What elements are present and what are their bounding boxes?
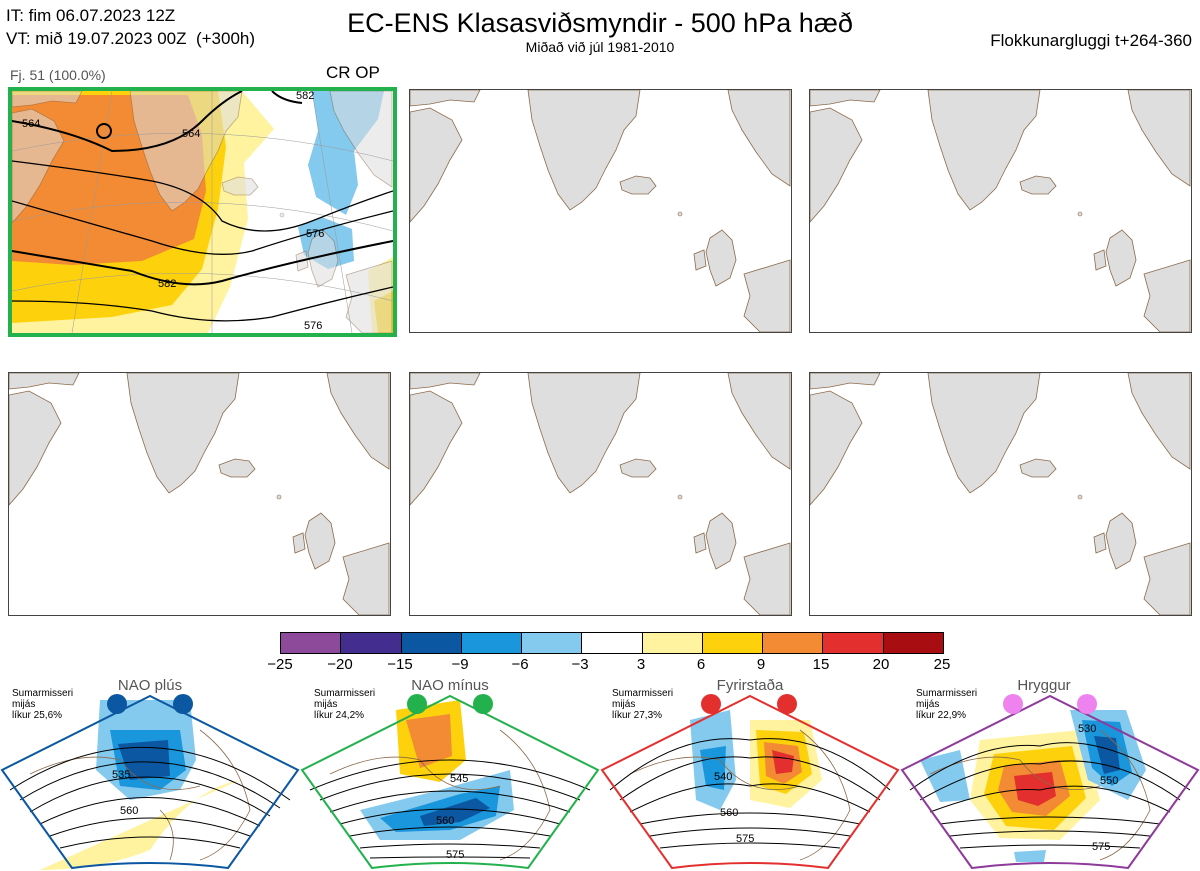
colorbar-tick: 9 [756,656,766,673]
contour-label: 575 [446,849,464,861]
initial-time: IT: fim 06.07.2023 12Z [6,6,176,25]
colorbar-tick: 15 [812,656,830,673]
contour-label: 575 [1092,841,1110,853]
cluster-panel-4[interactable] [8,372,391,616]
cluster-panel-6[interactable] [809,372,1192,616]
regime-map-ridge[interactable]: 530 550 575 [900,690,1200,871]
cluster-panel-3[interactable] [809,89,1192,333]
colorbar-tick: −6 [511,656,529,673]
contour-label: 564 [182,128,200,140]
contour-label: 540 [714,771,732,783]
regime-name-blocking: Fyrirstaða [716,677,784,694]
contour-label: 535 [112,769,130,781]
regime-note: Sumarmisseri mijás líkur 24,2% [314,688,376,721]
regime-name-nao-plus: NAO plús [117,677,183,694]
regime-name-ridge: Hryggur [1017,677,1071,694]
map [810,90,1191,332]
regime-note: Sumarmisseri mijás líkur 22,9% [916,688,978,721]
contour-label: 575 [736,833,754,845]
colorbar-bin [341,633,402,653]
colorbar-bin [883,633,943,653]
cluster-1-map: 564 564 576 582 576 582 [12,91,393,333]
colorbar-tick: 20 [872,656,890,673]
regime-map-nao-plus[interactable]: 535 560 [0,690,300,871]
colorbar-bin [702,633,764,653]
panel-1-tags: CR OP [326,63,380,82]
page-subtitle: Miðað við júl 1981-2010 [525,39,675,55]
colorbar [280,632,944,654]
contour-label: 545 [450,773,468,785]
contour-label: 582 [296,91,314,102]
regime-note: Sumarmisseri mijás líkur 27,3% [612,688,674,721]
contour-label: 564 [22,118,40,130]
colorbar-tick: 6 [696,656,706,673]
cluster-panel-2[interactable] [409,89,792,333]
map [410,90,791,332]
cluster-panel-1[interactable]: 564 564 576 582 576 582 [8,87,397,337]
map [810,373,1191,615]
colorbar-bin [582,633,643,653]
colorbar-tick: −9 [451,656,469,673]
page-title: EC-ENS Klasasviðsmyndir - 500 hPa hæð [347,8,853,38]
contour-label: 530 [1078,723,1096,735]
map [410,373,791,615]
contour-label: 560 [720,807,738,819]
colorbar-bin [763,633,824,653]
colorbar-bin [461,633,523,653]
contour-label: 582 [158,278,176,290]
regime-map-blocking[interactable]: 540 560 575 [600,690,900,871]
contour-label: 550 [1100,775,1118,787]
colorbar-bin [522,633,583,653]
regime-note: Sumarmisseri mijás líkur 25,6% [12,688,74,721]
valid-time: VT: mið 19.07.2023 00Z (+300h) [6,29,256,48]
map [9,373,390,615]
colorbar-tick: −3 [571,656,589,673]
regime-name-nao-minus: NAO mínus [411,677,489,694]
colorbar-tick: 3 [636,656,646,673]
colorbar-tick: −15 [387,656,413,673]
colorbar-bin [401,633,462,653]
panel-1-member-count: Fj. 51 (100.0%) [10,67,106,83]
contour-label: 560 [436,815,454,827]
contour-label: 576 [304,320,322,332]
colorbar-bin [281,633,342,653]
colorbar-bin [823,633,884,653]
colorbar-tick: −20 [327,656,353,673]
colorbar-bin [642,633,703,653]
contour-label: 560 [120,805,138,817]
cluster-panel-5[interactable] [409,372,792,616]
regime-map-nao-minus[interactable]: 545 560 575 [300,690,600,871]
contour-label: 576 [306,228,324,240]
colorbar-tick: −25 [267,656,293,673]
classification-window: Flokkunargluggi t+264-360 [990,31,1192,50]
colorbar-tick: 25 [933,656,951,673]
